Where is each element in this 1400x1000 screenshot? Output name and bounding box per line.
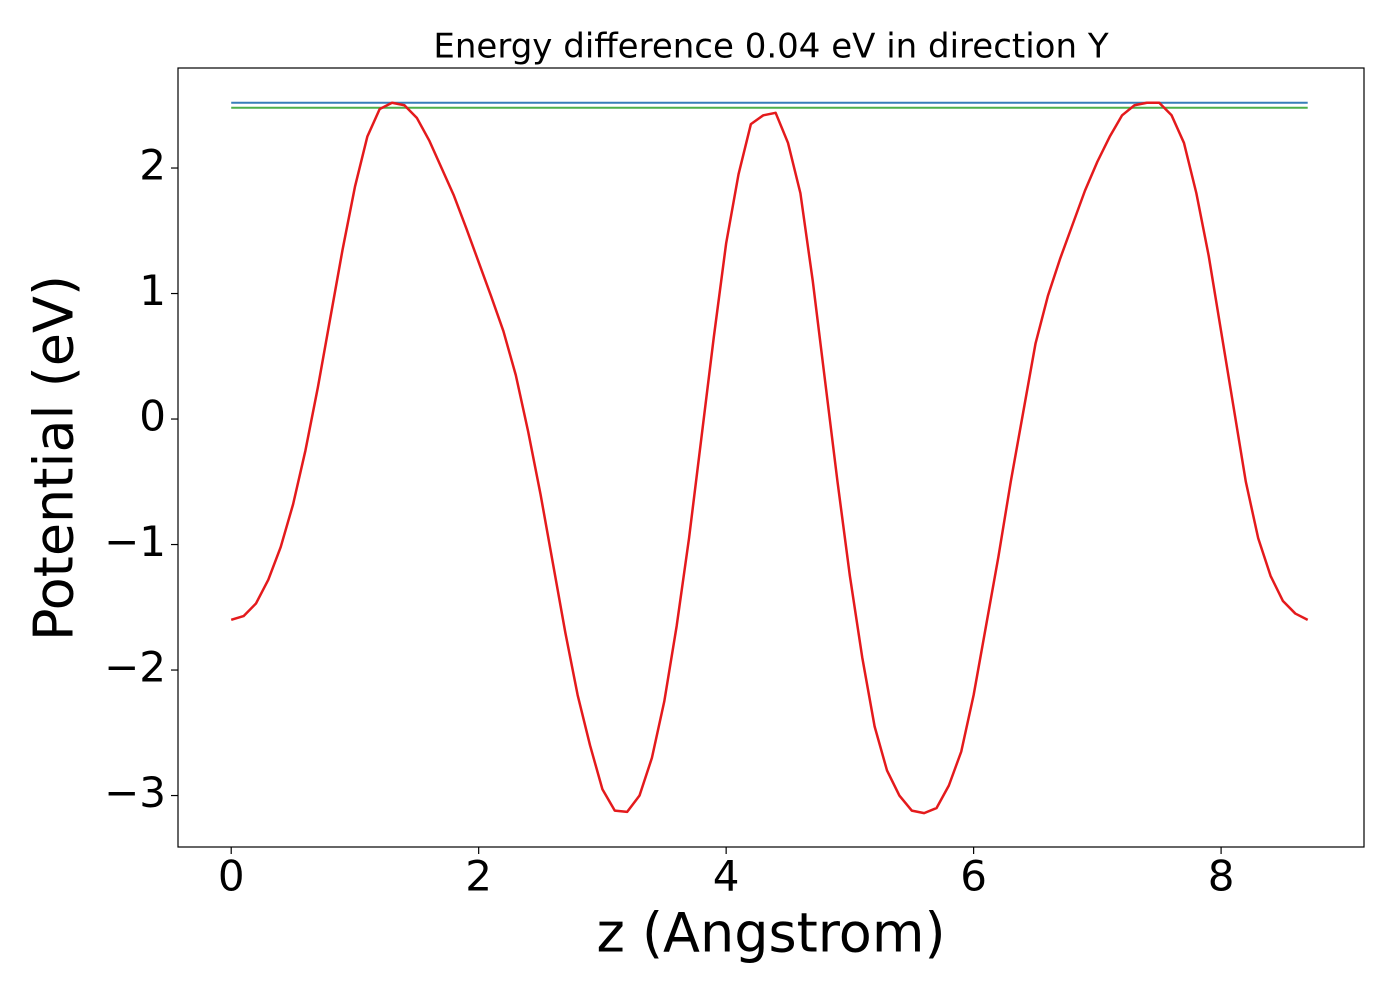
- y-tick-label: 2: [139, 141, 166, 190]
- x-tick-label: 8: [1208, 852, 1235, 901]
- x-axis-label: z (Angstrom): [596, 902, 945, 965]
- y-tick-label: 1: [139, 266, 166, 315]
- y-tick-label: 0: [139, 392, 166, 441]
- x-tick-label: 0: [218, 852, 245, 901]
- x-tick-label: 4: [713, 852, 740, 901]
- y-axis-label: Potential (eV): [23, 275, 86, 641]
- data-line: [230, 101, 1309, 815]
- x-tick-label: 2: [465, 852, 492, 901]
- x-tick-label: 6: [960, 852, 987, 901]
- y-tick-label: −1: [104, 517, 166, 566]
- chart-title: Energy difference 0.04 eV in direction Y: [433, 27, 1108, 67]
- y-tick-label: −3: [104, 768, 166, 817]
- plot-frame: [177, 67, 1365, 848]
- y-tick-label: −2: [104, 643, 166, 692]
